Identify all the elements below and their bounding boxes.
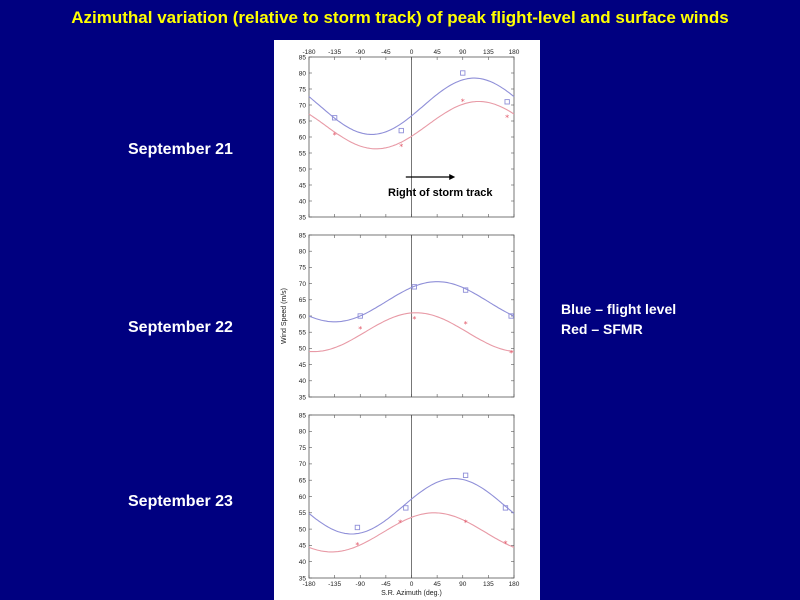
- y-tick-label: 80: [299, 249, 307, 256]
- x-tick-label: -180: [302, 581, 315, 588]
- legend-note: Blue – flight level Red – SFMR: [561, 299, 676, 339]
- flight-level-fit-curve: [308, 77, 515, 135]
- y-tick-label: 50: [299, 526, 307, 533]
- y-tick-label: 70: [299, 461, 307, 468]
- storm-track-annotation: Right of storm track: [388, 187, 493, 199]
- sfmr-fit-curve: [308, 512, 515, 553]
- x-tick-label: 0: [410, 581, 414, 588]
- y-tick-label: 50: [299, 166, 307, 173]
- flight-level-point: [354, 524, 361, 531]
- y-tick-label: 35: [299, 394, 307, 401]
- y-tick-label: 40: [299, 378, 307, 385]
- y-axis-title: Wind Speed (m/s): [281, 288, 288, 344]
- x-tick-label-top: 0: [410, 49, 414, 56]
- sfmr-fit-curve: [308, 100, 515, 150]
- x-tick-label: -135: [328, 581, 341, 588]
- sfmr-point: *: [461, 98, 465, 107]
- flight-level-fit-curve: [308, 478, 515, 535]
- sfmr-point: *: [333, 131, 337, 140]
- panel-date-label-sep-21: September 21: [128, 141, 233, 158]
- y-tick-label: 35: [299, 214, 307, 221]
- y-tick-label: 45: [299, 362, 307, 369]
- panel-date-label-sep-23: September 23: [128, 493, 233, 510]
- x-axis-title: S.R. Azimuth (deg.): [381, 590, 442, 597]
- y-tick-label: 45: [299, 543, 307, 550]
- y-tick-label: 75: [299, 86, 307, 93]
- flight-level-point: [504, 99, 510, 105]
- flight-level-point: [462, 287, 469, 293]
- sfmr-point: *: [464, 320, 468, 329]
- flight-level-point: [398, 127, 404, 134]
- slide-title: Azimuthal variation (relative to storm t…: [71, 8, 729, 27]
- flight-level-point: [502, 505, 509, 511]
- flight-level-point: [508, 313, 514, 319]
- y-tick-label: 55: [299, 510, 307, 517]
- x-tick-label: -90: [356, 581, 366, 588]
- sfmr-point: *: [398, 518, 402, 527]
- y-tick-label: 65: [299, 297, 307, 304]
- panel-date-label-sep-22: September 22: [128, 319, 233, 336]
- sfmr-point: *: [503, 540, 507, 549]
- flight-level-point: [331, 115, 338, 121]
- x-tick-label-top: -45: [381, 49, 391, 56]
- y-tick-label: 60: [299, 494, 307, 501]
- y-tick-label: 70: [299, 281, 307, 288]
- x-tick-label: 90: [459, 581, 467, 588]
- y-tick-label: 45: [299, 182, 307, 189]
- y-tick-label: 40: [299, 559, 307, 566]
- flight-level-point: [462, 472, 469, 478]
- x-tick-label: -45: [381, 581, 391, 588]
- x-tick-label-top: -180: [302, 49, 315, 56]
- y-tick-label: 60: [299, 134, 307, 141]
- y-tick-label: 85: [299, 232, 307, 239]
- sfmr-fit-curve: [308, 312, 515, 353]
- x-tick-label-top: -90: [356, 49, 366, 56]
- y-tick-label: 55: [299, 330, 307, 337]
- y-tick-label: 75: [299, 445, 307, 452]
- y-tick-label: 50: [299, 346, 307, 353]
- chart-panel-1: 35 40 45 50 55 60 65 70 75 80 85-180 -135 -90 -45 0 45 9…: [299, 49, 520, 221]
- flight-level-point: [357, 313, 363, 319]
- sfmr-point: *: [505, 114, 509, 123]
- y-tick-label: 60: [299, 313, 307, 320]
- y-tick-label: 75: [299, 265, 307, 272]
- y-tick-label: 55: [299, 150, 307, 157]
- y-tick-label: 85: [299, 54, 307, 61]
- legend-sfmr: Red – SFMR: [561, 321, 643, 337]
- figure-panel: 35 40 45 50 55 60 65 70 75 80 85 -180 -135 -90 -45 0 45 9…: [274, 40, 540, 600]
- y-tick-label: 35: [299, 575, 307, 582]
- arrow-head: [449, 174, 456, 180]
- x-tick-label-top: -135: [328, 49, 341, 56]
- y-tick-label: 65: [299, 478, 307, 485]
- legend-flight-level: Blue – flight level: [561, 301, 677, 317]
- chart-panel-2: 35 40 45 50 55 60 65 70 75 80 85 * * * * Wind Speed (m/…: [281, 232, 515, 401]
- chart-panel-3: 35 40 45 50 55 60 65 70 75 80 85 -180 -135 -90 -45 0 45 9…: [299, 412, 520, 597]
- sfmr-point: *: [358, 325, 362, 334]
- sfmr-point: *: [412, 315, 416, 324]
- x-tick-label: 135: [483, 581, 494, 588]
- sfmr-point: *: [355, 541, 359, 550]
- x-tick-label-top: 90: [459, 49, 467, 56]
- sfmr-point: *: [464, 518, 468, 527]
- y-tick-label: 80: [299, 429, 307, 436]
- y-tick-label: 85: [299, 412, 307, 419]
- y-tick-label: 40: [299, 198, 307, 205]
- sfmr-point: *: [399, 142, 403, 151]
- flight-level-point: [460, 70, 466, 76]
- flight-level-point: [411, 284, 417, 290]
- x-tick-label-top: 135: [483, 49, 494, 56]
- sfmr-point: *: [509, 349, 513, 358]
- y-tick-label: 70: [299, 102, 307, 109]
- flight-level-fit-curve: [308, 281, 515, 323]
- x-tick-label: 45: [434, 581, 442, 588]
- x-tick-label-top: 45: [434, 49, 442, 56]
- y-tick-label: 65: [299, 118, 307, 125]
- y-tick-label: 80: [299, 70, 307, 77]
- x-tick-label-top: 180: [509, 49, 520, 56]
- x-tick-label: 180: [509, 581, 520, 588]
- flight-level-point: [403, 505, 409, 511]
